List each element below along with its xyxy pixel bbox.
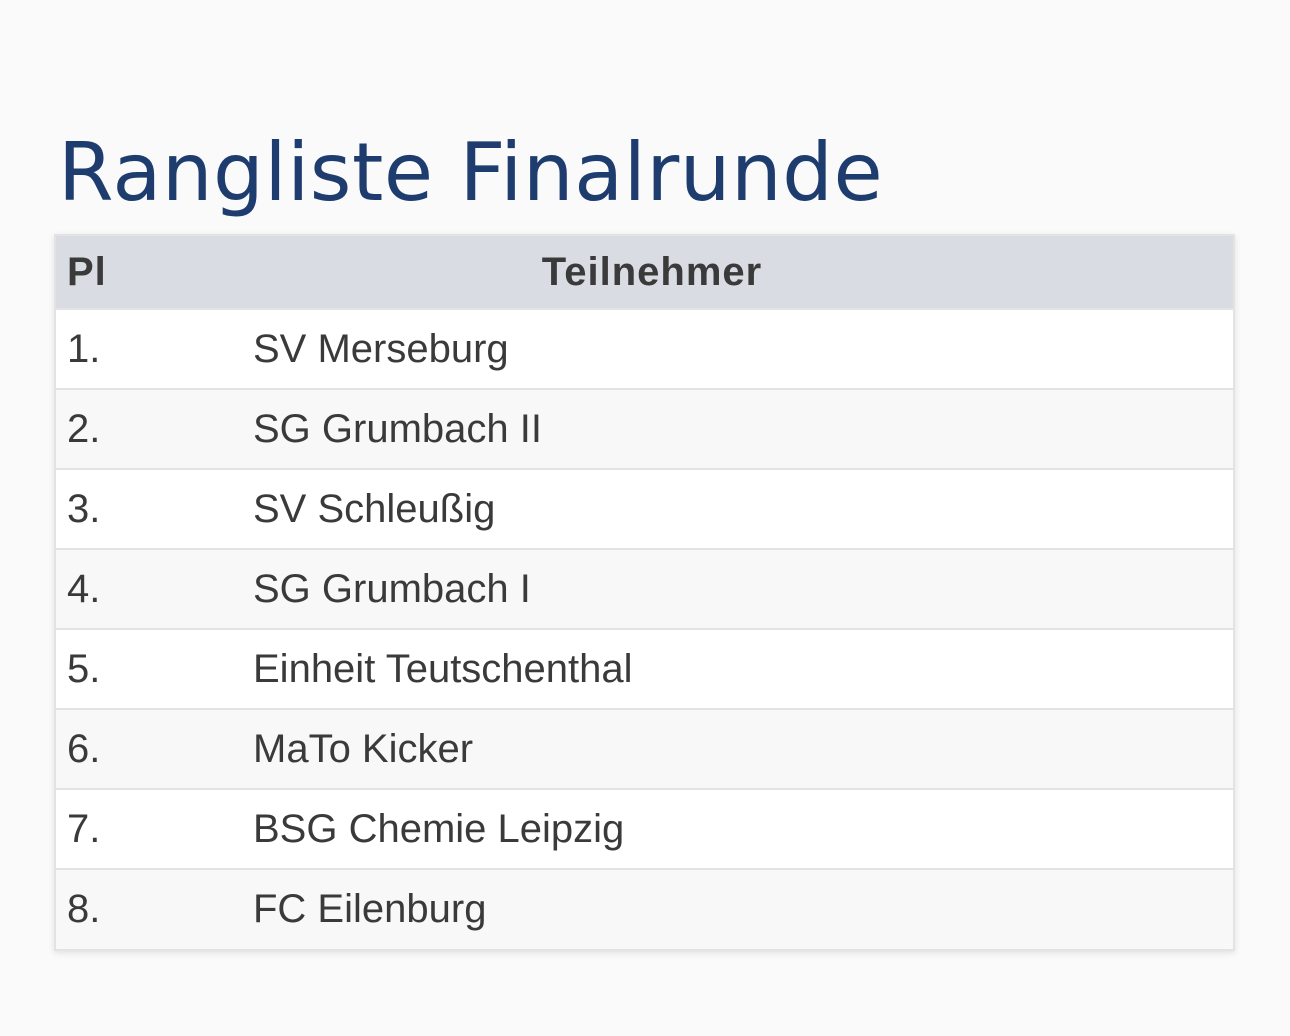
table-header: Pl Teilnehmer xyxy=(56,236,1233,309)
place-cell: 3. xyxy=(67,486,101,531)
team-cell: MaTo Kicker xyxy=(253,726,474,771)
team-cell: SV Schleußig xyxy=(253,486,496,531)
team-cell: SG Grumbach I xyxy=(253,566,531,611)
place-cell: 4. xyxy=(67,566,101,611)
table-header-row: Pl Teilnehmer xyxy=(56,236,1233,309)
table-row: 5. Einheit Teutschenthal xyxy=(56,629,1233,709)
team-cell: FC Eilenburg xyxy=(253,887,487,931)
table-row: 4. SG Grumbach I xyxy=(56,549,1233,629)
place-cell: 6. xyxy=(67,726,101,771)
place-cell: 1. xyxy=(67,326,101,371)
place-cell: 5. xyxy=(67,646,101,691)
table-row: 8. FC Eilenburg xyxy=(56,869,1233,949)
table-row: 2. SG Grumbach II xyxy=(56,389,1233,469)
ranking-table-container: Pl Teilnehmer 1. SV Merseburg 2. SG Grum… xyxy=(54,234,1235,951)
team-cell: Einheit Teutschenthal xyxy=(253,646,633,691)
column-header-place: Pl xyxy=(67,249,107,294)
team-cell: SG Grumbach II xyxy=(253,406,542,451)
place-cell: 8. xyxy=(67,887,101,931)
place-cell: 2. xyxy=(67,406,101,451)
table-row: 6. MaTo Kicker xyxy=(56,709,1233,789)
ranking-table: Pl Teilnehmer 1. SV Merseburg 2. SG Grum… xyxy=(56,236,1233,949)
table-row: 3. SV Schleußig xyxy=(56,469,1233,549)
team-cell: SV Merseburg xyxy=(253,326,509,371)
table-body: 1. SV Merseburg 2. SG Grumbach II 3. SV … xyxy=(56,309,1233,949)
place-cell: 7. xyxy=(67,806,101,851)
page-title: Rangliste Finalrunde xyxy=(58,126,884,219)
table-row: 7. BSG Chemie Leipzig xyxy=(56,789,1233,869)
team-cell: BSG Chemie Leipzig xyxy=(253,806,625,851)
column-header-team: Teilnehmer xyxy=(541,249,763,294)
table-row: 1. SV Merseburg xyxy=(56,309,1233,389)
